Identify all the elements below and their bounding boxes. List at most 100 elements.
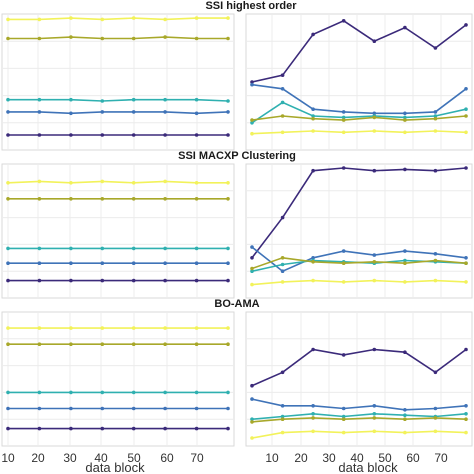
data-point bbox=[311, 416, 315, 420]
data-point bbox=[280, 280, 285, 284]
data-point bbox=[37, 426, 42, 431]
series-line bbox=[251, 348, 467, 387]
data-point bbox=[464, 107, 468, 111]
data-point bbox=[6, 426, 10, 431]
data-point bbox=[341, 430, 346, 435]
data-point bbox=[250, 121, 254, 125]
data-point bbox=[6, 326, 10, 330]
x-tick-right: 20 bbox=[294, 451, 308, 465]
data-point bbox=[464, 114, 468, 118]
data-point bbox=[100, 406, 105, 411]
data-point bbox=[6, 17, 10, 22]
data-point bbox=[37, 36, 42, 41]
data-point bbox=[194, 246, 199, 251]
data-point bbox=[194, 111, 199, 116]
data-point bbox=[250, 269, 254, 274]
data-point bbox=[372, 278, 377, 283]
data-point bbox=[6, 246, 10, 251]
data-point bbox=[163, 97, 167, 102]
data-point bbox=[372, 115, 377, 120]
data-point bbox=[163, 179, 167, 184]
data-point bbox=[280, 255, 285, 260]
data-point bbox=[6, 390, 10, 395]
data-point bbox=[69, 426, 73, 431]
data-point bbox=[464, 412, 468, 416]
data-point bbox=[131, 246, 136, 251]
data-point bbox=[403, 408, 407, 412]
data-point bbox=[372, 168, 377, 173]
data-point bbox=[69, 197, 73, 201]
plot-area bbox=[1, 311, 235, 447]
data-point bbox=[280, 114, 285, 118]
data-point bbox=[433, 406, 438, 411]
data-point bbox=[226, 406, 230, 411]
data-point bbox=[100, 36, 105, 41]
series-line bbox=[251, 83, 467, 115]
data-point bbox=[341, 280, 346, 284]
x-tick-right: 10 bbox=[265, 451, 279, 465]
data-point bbox=[163, 17, 167, 22]
data-point bbox=[250, 282, 254, 287]
data-point bbox=[69, 16, 73, 20]
data-point bbox=[163, 110, 167, 114]
series-line bbox=[251, 412, 467, 420]
data-point bbox=[194, 197, 199, 201]
data-point bbox=[100, 246, 105, 251]
data-point bbox=[131, 278, 136, 283]
x-tick-left: 50 bbox=[127, 451, 141, 465]
data-point bbox=[69, 342, 73, 347]
data-point bbox=[311, 404, 315, 408]
data-point bbox=[311, 168, 315, 173]
data-point bbox=[403, 258, 407, 263]
series-line bbox=[8, 36, 228, 40]
data-point bbox=[69, 35, 73, 39]
data-point bbox=[403, 280, 407, 284]
data-point bbox=[6, 110, 10, 114]
title-row-3: BO-AMA bbox=[214, 298, 259, 310]
data-point bbox=[403, 25, 407, 30]
data-point bbox=[280, 430, 285, 435]
data-point bbox=[69, 390, 73, 395]
data-point bbox=[194, 342, 199, 347]
data-point bbox=[464, 430, 468, 435]
data-point bbox=[6, 261, 10, 266]
data-point bbox=[372, 416, 377, 420]
data-point bbox=[37, 278, 42, 283]
data-point bbox=[311, 114, 315, 118]
x-ticks-left: 10 20 30 40 50 60 70 bbox=[1, 451, 204, 465]
data-point bbox=[69, 406, 73, 411]
data-point bbox=[100, 390, 105, 395]
data-point bbox=[226, 426, 230, 431]
data-point bbox=[226, 16, 230, 20]
data-point bbox=[341, 261, 346, 266]
data-point bbox=[69, 181, 73, 185]
data-point bbox=[433, 258, 438, 263]
chart-panel bbox=[245, 13, 473, 151]
data-point bbox=[194, 36, 199, 41]
data-point bbox=[163, 261, 167, 266]
data-point bbox=[250, 82, 254, 87]
data-point bbox=[131, 406, 136, 411]
data-point bbox=[226, 342, 230, 347]
data-point bbox=[163, 326, 167, 330]
panels bbox=[1, 13, 473, 447]
data-point bbox=[372, 429, 377, 434]
series-line bbox=[251, 430, 467, 439]
data-point bbox=[163, 390, 167, 395]
data-point bbox=[311, 278, 315, 283]
data-point bbox=[163, 246, 167, 251]
x-tick-right: 70 bbox=[434, 451, 448, 465]
title-row-1: SSI highest order bbox=[205, 0, 297, 12]
data-point bbox=[131, 426, 136, 431]
data-point bbox=[100, 326, 105, 330]
data-point bbox=[100, 133, 105, 137]
data-point bbox=[194, 133, 199, 137]
data-point bbox=[100, 426, 105, 431]
data-point bbox=[69, 111, 73, 116]
data-point bbox=[37, 326, 42, 330]
data-point bbox=[226, 278, 230, 283]
data-point bbox=[131, 342, 136, 347]
series-line bbox=[251, 19, 467, 83]
x-axis-label-right: data block bbox=[338, 460, 398, 474]
data-point bbox=[464, 255, 468, 260]
